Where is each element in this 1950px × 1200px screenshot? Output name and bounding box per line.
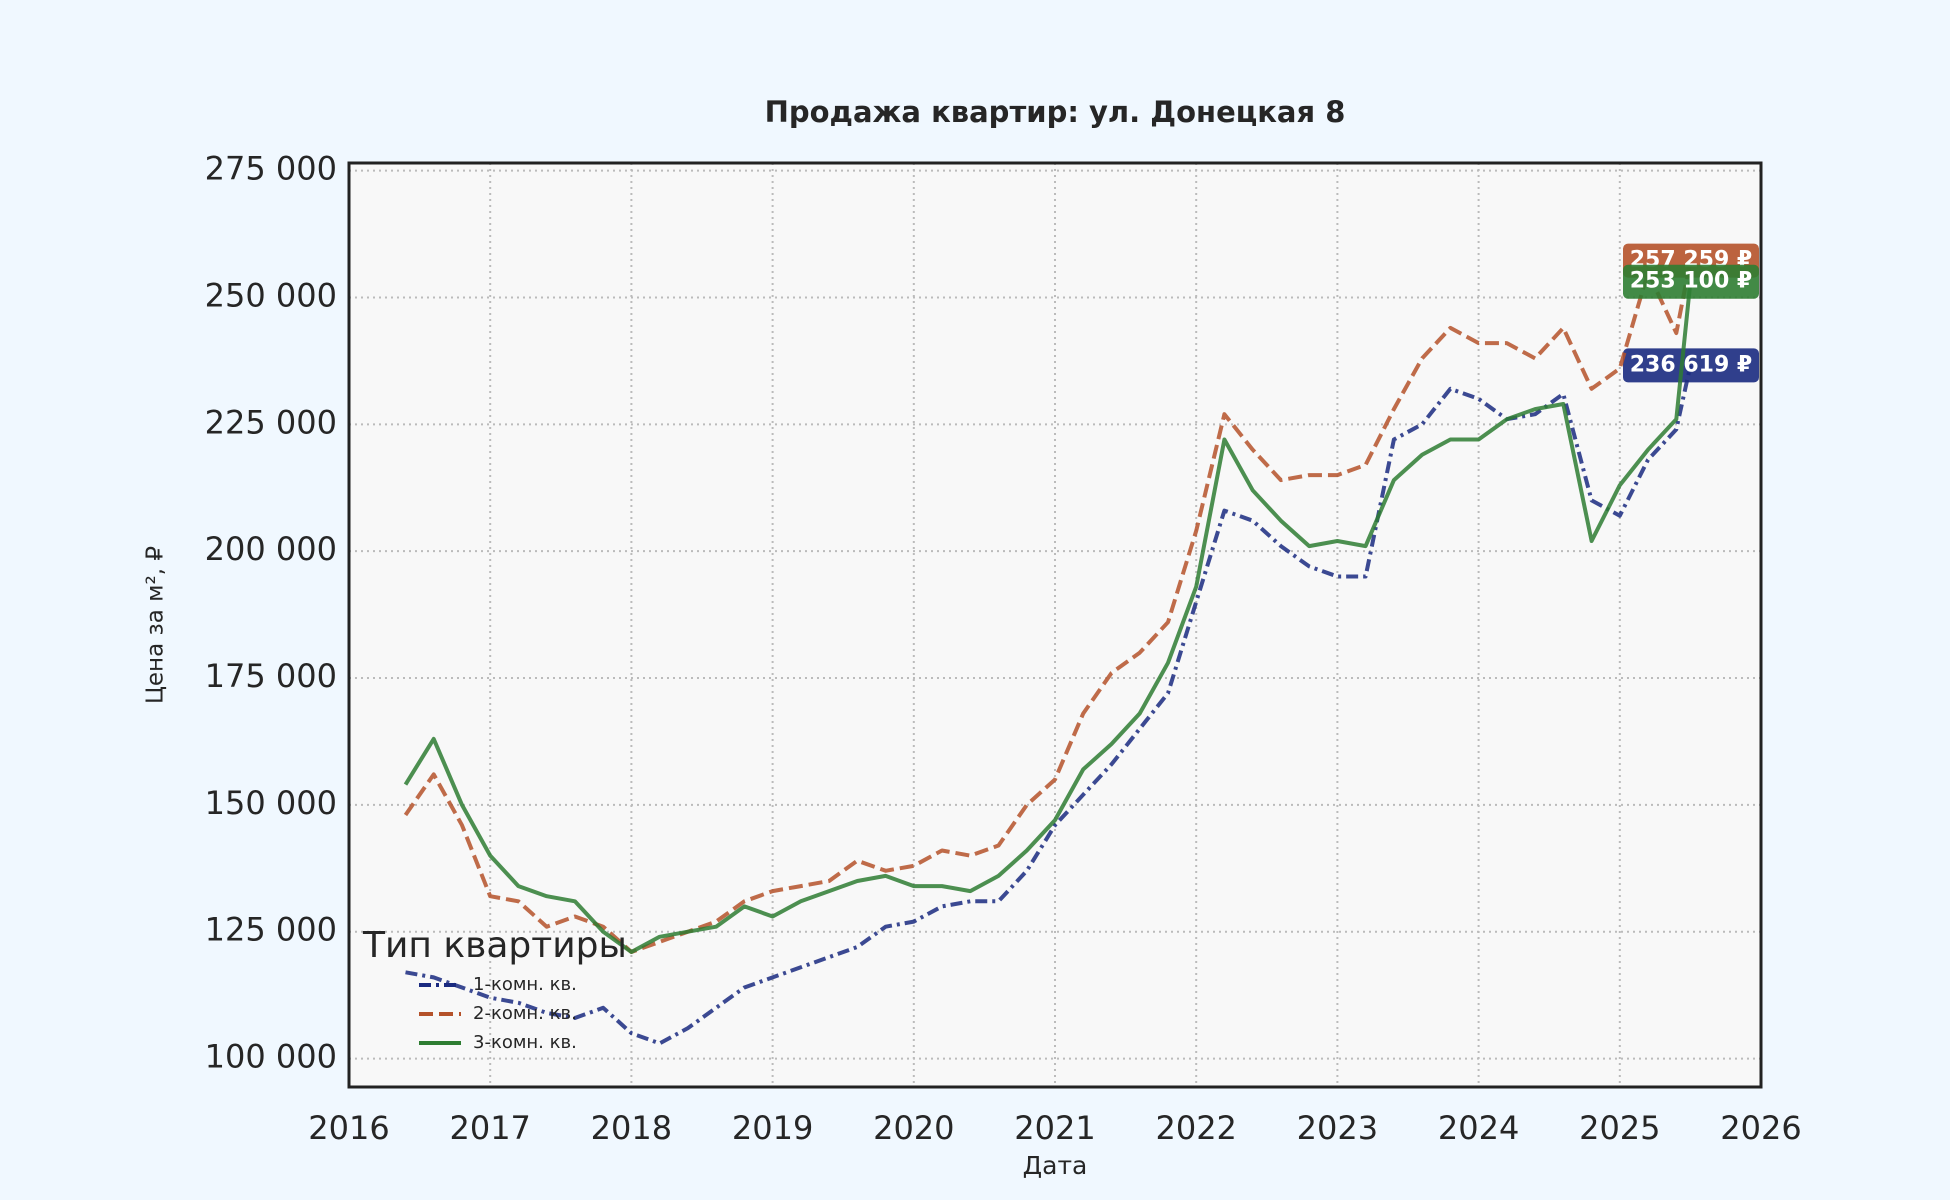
legend-label: 2-комн. кв. xyxy=(473,1003,577,1024)
legend-title: Тип квартиры xyxy=(362,925,627,966)
series-line xyxy=(405,364,1693,1046)
chart-title: Продажа квартир: ул. Донецкая 8 xyxy=(765,95,1346,129)
x-tick-label: 2026 xyxy=(1720,1109,1801,1147)
x-tick-label: 2021 xyxy=(1014,1109,1095,1147)
end-label-box xyxy=(1623,264,1759,299)
y-tick-label: 200 000 xyxy=(205,530,337,568)
y-axis-label: Цена за м², ₽ xyxy=(143,546,169,704)
x-tick-label: 2016 xyxy=(308,1109,389,1147)
plot-frame xyxy=(347,161,1763,1089)
y-tick-label: 125 000 xyxy=(205,911,337,949)
legend-label: 3-комн. кв. xyxy=(473,1032,577,1053)
series-line xyxy=(403,281,1693,954)
y-tick-label: 250 000 xyxy=(205,276,337,314)
y-tick-label: 175 000 xyxy=(205,657,337,695)
end-label: 236 619 ₽ xyxy=(1630,352,1752,377)
end-label-box xyxy=(1623,348,1759,383)
y-tick-label: 225 000 xyxy=(205,403,337,441)
y-tick-label: 150 000 xyxy=(205,784,337,822)
x-tick-label: 2018 xyxy=(591,1109,672,1147)
legend-label: 1-комн. кв. xyxy=(473,974,577,995)
x-tick-label: 2017 xyxy=(449,1109,530,1147)
x-tick-label: 2023 xyxy=(1297,1109,1378,1147)
x-tick-label: 2019 xyxy=(732,1109,813,1147)
x-tick-label: 2025 xyxy=(1579,1109,1660,1147)
x-axis-label: Дата xyxy=(1023,1151,1088,1180)
x-tick-label: 2022 xyxy=(1155,1109,1236,1147)
y-tick-label: 100 000 xyxy=(205,1038,337,1076)
x-tick-label: 2020 xyxy=(873,1109,954,1147)
y-tick-label: 275 000 xyxy=(205,150,337,188)
series-line xyxy=(403,260,1693,954)
end-label: 253 100 ₽ xyxy=(1630,269,1752,294)
x-tick-label: 2024 xyxy=(1438,1109,1519,1147)
